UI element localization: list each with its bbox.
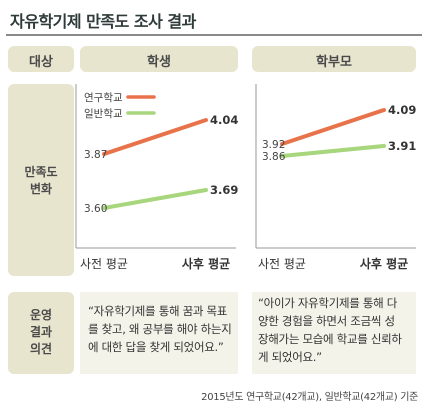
student-quote-line: 에 대한 답을 찾게 되었어요.”	[88, 340, 224, 354]
student-quote-line: 를 찾고, 왜 공부를 해야 하는지	[88, 322, 232, 336]
data-label-post: 3.91	[388, 139, 416, 153]
series-line-research	[102, 118, 208, 156]
data-label-post: 3.69	[210, 183, 238, 197]
satisfaction-label-pill	[8, 84, 74, 276]
header-category-pill	[8, 46, 74, 72]
satisfaction-label-line1: 만족도	[24, 165, 58, 179]
parent-quote-line: “아이가 자유학기제를 통해 다	[258, 296, 398, 310]
page-title: 자유학기제 만족도 조사 결과	[10, 12, 196, 31]
opinion-label-line2: 결과	[29, 325, 53, 339]
satisfaction-label: 만족도 변화	[8, 164, 74, 198]
opinion-label: 운영 결과 의견	[8, 307, 74, 358]
parent-quote-line: 양한 경험을 하면서 조금씩 성	[258, 314, 395, 328]
data-label-post: 4.09	[388, 103, 416, 117]
header-student: 학생	[147, 55, 171, 70]
header-student-pill	[80, 46, 238, 72]
footer-note: 2015년도 연구학교(42개교), 일반학교(42개교) 기준	[201, 392, 418, 403]
opinion-label-line1: 운영	[29, 308, 53, 322]
parent-quote-line: 게 되었어요.”	[258, 350, 322, 364]
title-divider	[6, 34, 422, 36]
category-label: 사후 평균	[360, 256, 408, 271]
legend-label: 일반학교	[84, 107, 123, 120]
data-label-post: 4.04	[210, 113, 238, 127]
series-line-general	[102, 188, 208, 210]
student-opinion-panel	[80, 292, 238, 374]
header-category: 대상	[29, 55, 53, 70]
opinion-label-line3: 의견	[29, 342, 53, 356]
series-line-research	[280, 108, 386, 146]
series-line-general	[280, 144, 386, 158]
legend-label: 연구학교	[84, 92, 123, 104]
data-label-pre: 3.86	[262, 151, 286, 163]
student-quote: “자유학기제를 통해 꿈과 목표 를 찾고, 왜 공부를 해야 하는지 에 대한…	[88, 302, 232, 356]
header-parent: 학부모	[316, 55, 352, 70]
satisfaction-label-line2: 변화	[29, 182, 53, 196]
parent-quote: “아이가 자유학기제를 통해 다 양한 경험을 하면서 조금씩 성 장해가는 모…	[258, 294, 402, 366]
parent-opinion-panel	[252, 292, 416, 374]
student-quote-line: “자유학기제를 통해 꿈과 목표	[88, 304, 228, 318]
data-label-pre: 3.92	[262, 139, 285, 151]
opinion-label-pill	[8, 292, 74, 374]
data-label-pre: 3.87	[84, 149, 107, 161]
category-label: 사전 평균	[258, 257, 306, 271]
header-parent-pill	[252, 46, 416, 72]
category-label: 사전 평균	[80, 257, 128, 271]
parent-quote-line: 장해가는 모습에 학교를 신뢰하	[258, 332, 402, 346]
data-label-pre: 3.60	[84, 203, 107, 215]
category-label: 사후 평균	[182, 256, 230, 271]
